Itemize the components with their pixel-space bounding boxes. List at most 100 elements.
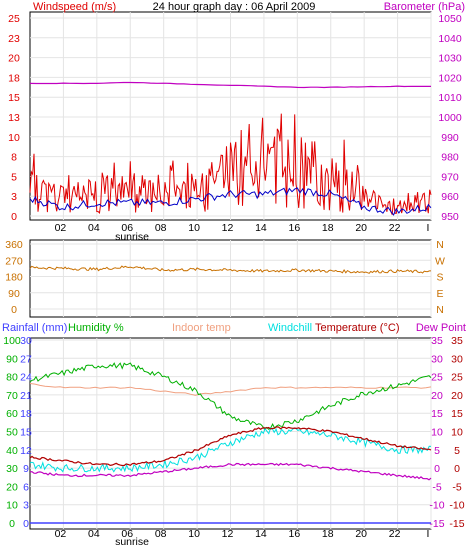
x-tick-top: 10	[188, 222, 200, 234]
tick-layer: 0202040406060808101012121414161618182020…	[3, 13, 465, 540]
rain-tick: 9	[23, 463, 29, 475]
temp-tick-left: 15	[431, 408, 443, 420]
temp-tick-left: 25	[431, 372, 443, 384]
x-tick-bottom: 20	[355, 528, 367, 540]
temp-tick-left: 5	[434, 445, 440, 457]
windchill-label: Windchill	[268, 322, 312, 334]
rainfall-label: Rainfall (mm)	[2, 322, 67, 334]
rain-tick: 24	[20, 372, 32, 384]
p1-left-tick: 20	[8, 53, 20, 65]
grid-layer	[30, 12, 432, 529]
temp-tick-right: 30	[451, 353, 463, 365]
dewpoint-label: Dew Point	[416, 322, 466, 334]
x-tick-top: I	[427, 222, 430, 234]
temp-tick-left: 10	[431, 427, 443, 439]
p1-right-tick: 1030	[438, 53, 462, 65]
x-tick-bottom: 02	[55, 528, 67, 540]
rain-tick: 27	[20, 353, 32, 365]
p1-left-tick: 15	[8, 92, 20, 104]
rain-tick: 12	[20, 445, 32, 457]
temp-tick-left: 35	[431, 335, 443, 347]
x-tick-bottom: 16	[288, 528, 300, 540]
p1-left-tick: 3	[11, 191, 17, 203]
dewpoint-series	[29, 462, 432, 481]
p1-left-tick: 25	[8, 13, 20, 25]
x-tick-top: 14	[255, 222, 267, 234]
windspeed-series	[29, 113, 432, 215]
x-tick-top: 16	[288, 222, 300, 234]
rain-tick: 18	[20, 408, 32, 420]
wind-direction-series	[29, 265, 431, 274]
humidity-tick: 90	[6, 353, 18, 365]
rain-tick: 15	[20, 427, 32, 439]
p1-right-tick: 970	[441, 171, 459, 183]
p2-left-tick: 180	[5, 272, 23, 284]
x-tick-bottom: 06	[121, 528, 133, 540]
p2-right-tick: N	[436, 239, 444, 251]
p2-left-tick: 270	[5, 255, 23, 267]
p1-right-tick: 1000	[438, 112, 462, 124]
x-tick-bottom: I	[427, 528, 430, 540]
humidity-tick: 0	[9, 518, 15, 530]
x-tick-top: 06	[121, 222, 133, 234]
temp-tick-right: 25	[451, 372, 463, 384]
temp-tick-left: -5	[432, 481, 441, 493]
humidity-label: Humidity %	[68, 322, 124, 334]
p2-right-tick: S	[436, 272, 443, 284]
temp-tick-right: 5	[454, 445, 460, 457]
barometer-label: Barometer (hPa)	[384, 1, 465, 13]
humidity-tick: 70	[6, 390, 18, 402]
temp-tick-right: 20	[451, 390, 463, 402]
humidity-tick: 30	[6, 463, 18, 475]
p1-right-tick: 1020	[438, 72, 462, 84]
p2-left-tick: 90	[8, 288, 20, 300]
barometer-series	[29, 81, 432, 89]
chart-title: 24 hour graph day : 06 April 2009	[153, 1, 316, 13]
windspeed-label: Windspeed (m/s)	[33, 1, 116, 13]
x-tick-bottom: 14	[255, 528, 267, 540]
temp-tick-left: -10	[429, 500, 444, 512]
p1-left-tick: 0	[11, 211, 17, 223]
x-tick-top: 22	[389, 222, 401, 234]
x-tick-top: 04	[88, 222, 100, 234]
p1-right-tick: 950	[441, 211, 459, 223]
indoor-temp-label: Indoor temp	[172, 322, 231, 334]
humidity-tick: 60	[6, 408, 18, 420]
x-tick-bottom: 10	[188, 528, 200, 540]
temp-tick-right: 10	[451, 427, 463, 439]
p2-right-tick: N	[436, 304, 444, 316]
temperature-label: Temperature (°C)	[315, 322, 399, 334]
p1-left-tick: 18	[8, 72, 20, 84]
x-tick-bottom: 22	[389, 528, 401, 540]
x-tick-top: 20	[355, 222, 367, 234]
x-tick-bottom: 04	[88, 528, 100, 540]
temp-tick-right: -5	[452, 481, 461, 493]
humidity-tick: 20	[6, 481, 18, 493]
temp-tick-left: 30	[431, 353, 443, 365]
p1-right-tick: 1040	[438, 33, 462, 45]
p1-right-tick: 990	[441, 132, 459, 144]
temp-tick-left: 0	[434, 463, 440, 475]
rain-tick: 21	[20, 390, 32, 402]
sunrise-label-top: sunrise	[115, 231, 149, 243]
humidity-series	[29, 362, 432, 431]
rain-tick: 0	[23, 518, 29, 530]
temp-tick-left: 20	[431, 390, 443, 402]
p2-left-tick: 0	[11, 304, 17, 316]
temp-tick-left: -15	[429, 518, 444, 530]
x-tick-bottom: 12	[222, 528, 234, 540]
temp-tick-right: -10	[449, 500, 464, 512]
indoor-temp-series	[29, 383, 432, 396]
temperature-series	[29, 426, 432, 467]
temp-tick-right: 35	[451, 335, 463, 347]
rain-tick: 6	[23, 481, 29, 493]
p2-right-tick: E	[436, 288, 443, 300]
p1-left-tick: 10	[8, 132, 20, 144]
humidity-tick: 100	[3, 335, 21, 347]
temp-tick-right: 0	[454, 463, 460, 475]
temp-tick-right: 15	[451, 408, 463, 420]
x-tick-top: 02	[55, 222, 67, 234]
p2-right-tick: W	[435, 255, 445, 267]
humidity-tick: 10	[6, 500, 18, 512]
p1-left-tick: 5	[11, 171, 17, 183]
